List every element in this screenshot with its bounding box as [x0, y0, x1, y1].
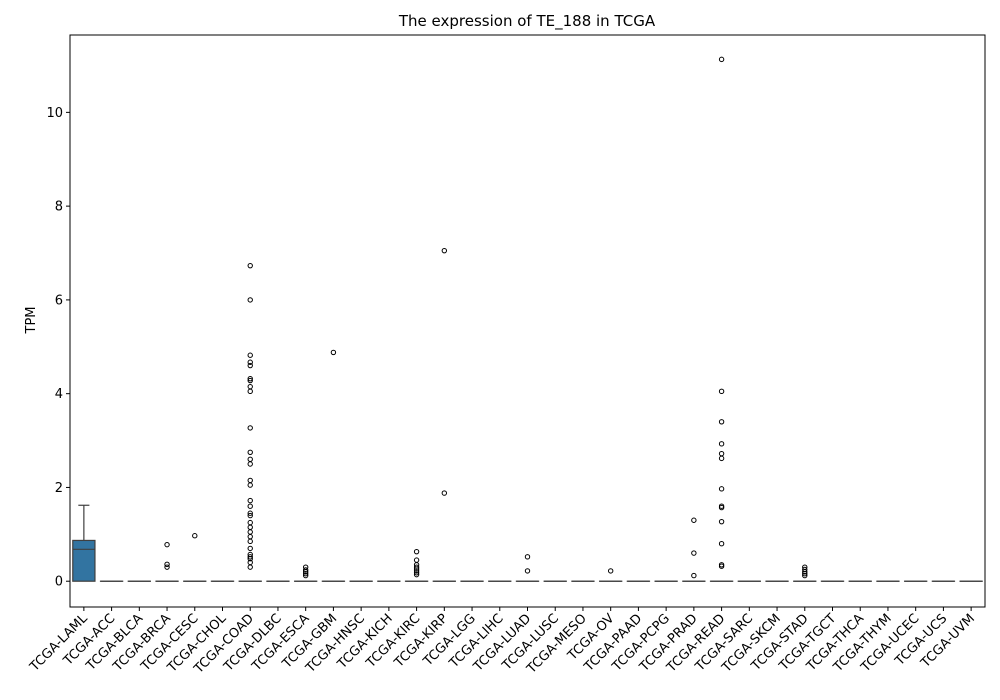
- outlier-point: [247, 512, 253, 519]
- box-iqr: [72, 539, 96, 582]
- outlier-point: [413, 557, 420, 563]
- outlier-point: [247, 262, 253, 269]
- outlier-point: [413, 568, 420, 574]
- outlier-point: [247, 533, 253, 540]
- y-tick-label: 10: [46, 106, 63, 121]
- outlier-point: [718, 450, 725, 457]
- box-tcga-laml: [72, 504, 96, 582]
- outlier-point: [247, 564, 253, 570]
- outlier-point: [441, 247, 448, 254]
- outlier-point: [718, 388, 725, 395]
- box-tcga-kirp: [432, 247, 457, 582]
- outlier-point: [247, 559, 253, 566]
- outlier-point: [718, 419, 725, 425]
- outlier-point: [247, 375, 253, 382]
- outlier-point: [247, 524, 253, 530]
- outlier-point: [441, 490, 448, 496]
- y-tick-label: 2: [55, 481, 63, 496]
- outlier-point: [164, 561, 170, 568]
- outlier-point: [247, 482, 253, 488]
- outlier-point: [247, 362, 253, 369]
- outlier-point: [718, 56, 725, 63]
- outlier-point: [247, 388, 253, 395]
- outlier-point: [192, 533, 198, 539]
- outlier-point: [718, 455, 725, 462]
- outlier-point: [718, 518, 725, 525]
- outlier-point: [247, 503, 253, 509]
- y-tick-label: 0: [55, 575, 63, 590]
- box-tcga-stad: [793, 564, 817, 582]
- y-tick-label: 6: [55, 293, 63, 308]
- outlier-point: [330, 349, 337, 356]
- outlier-point: [302, 572, 309, 579]
- outlier-point: [247, 545, 253, 552]
- outlier-point: [413, 571, 420, 578]
- outlier-point: [302, 564, 309, 570]
- chart-title: The expression of TE_188 in TCGA: [398, 12, 656, 31]
- outlier-point: [247, 359, 253, 365]
- box-tcga-prad: [682, 517, 706, 582]
- outlier-point: [691, 572, 697, 579]
- outlier-point: [247, 456, 253, 463]
- outlier-point: [413, 570, 420, 576]
- outlier-point: [691, 550, 697, 556]
- outlier-point: [247, 497, 253, 504]
- outlier-point: [691, 517, 697, 523]
- outlier-point: [413, 548, 420, 555]
- outlier-point: [164, 564, 170, 570]
- box-tcga-kirc: [404, 548, 429, 582]
- box-tcga-ov: [598, 568, 623, 582]
- outlier-point: [718, 441, 725, 447]
- outlier-point: [247, 461, 253, 467]
- box-tcga-luad: [515, 554, 540, 582]
- outlier-point: [247, 377, 253, 384]
- outlier-point: [802, 564, 808, 570]
- outlier-point: [524, 554, 531, 560]
- outlier-point: [718, 562, 725, 568]
- box-tcga-esca: [293, 564, 318, 582]
- box-tcga-read: [709, 56, 734, 582]
- outlier-point: [302, 571, 309, 577]
- axes-frame: [69, 34, 986, 608]
- y-tick-label: 8: [55, 200, 63, 215]
- outlier-point: [302, 567, 309, 573]
- outlier-point: [718, 503, 725, 509]
- outlier-point: [247, 297, 253, 303]
- outlier-point: [247, 551, 253, 558]
- box-tcga-coad: [238, 262, 262, 582]
- outlier-point: [524, 568, 531, 574]
- y-axis: 0 2 4 6 8 10: [46, 106, 70, 590]
- plot-area: [72, 56, 983, 582]
- outlier-point: [247, 538, 253, 545]
- outlier-point: [247, 425, 253, 431]
- box-tcga-gbm: [321, 349, 346, 582]
- y-axis-label: TPM: [24, 307, 39, 335]
- outlier-point: [247, 519, 253, 526]
- outlier-point: [247, 554, 253, 560]
- outlier-point: [164, 541, 170, 548]
- outlier-point: [802, 572, 808, 579]
- outlier-point: [247, 449, 253, 455]
- outlier-point: [607, 568, 614, 574]
- outlier-point: [247, 529, 253, 535]
- outlier-point: [413, 564, 420, 570]
- outlier-point: [247, 383, 253, 390]
- x-axis: TCGA-LAMLTCGA-ACCTCGA-BLCATCGA-BRCATCGA-…: [27, 607, 978, 677]
- outlier-point: [802, 566, 808, 573]
- outlier-point: [247, 477, 253, 484]
- outlier-point: [718, 541, 725, 547]
- box-tcga-cesc: [183, 533, 207, 582]
- outlier-point: [718, 486, 725, 492]
- outlier-point: [247, 352, 253, 358]
- box-tcga-brca: [155, 541, 179, 582]
- outlier-point: [247, 510, 253, 516]
- y-tick-label: 4: [55, 387, 63, 402]
